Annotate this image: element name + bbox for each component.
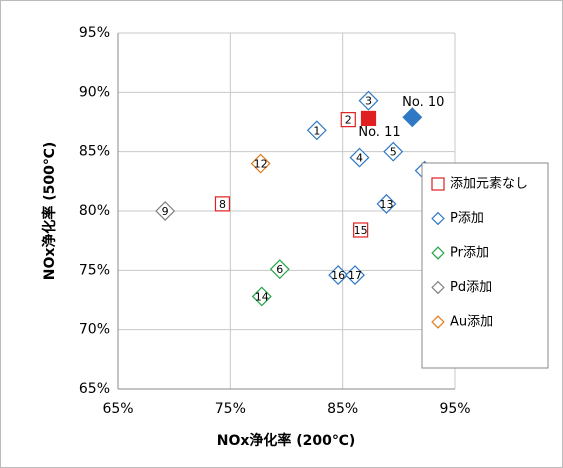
legend-box (421, 162, 549, 369)
marker (345, 265, 365, 286)
marker (306, 120, 327, 141)
legend-marker (431, 280, 445, 295)
legend-label: 添加元素なし (450, 177, 528, 192)
point-label: 13 (379, 198, 393, 211)
marker (383, 141, 404, 162)
marker (269, 259, 290, 280)
x-tick-label: 85% (327, 401, 358, 417)
legend-label: Au添加 (450, 315, 493, 330)
marker (360, 110, 377, 127)
legend-marker (431, 246, 445, 260)
legend-label: Pr添加 (450, 246, 489, 261)
x-tick-label: 65% (102, 401, 133, 417)
y-tick-label: 80% (79, 203, 110, 219)
point-label: 4 (356, 152, 363, 165)
x-tick-label: 75% (215, 401, 246, 417)
marker (250, 153, 271, 174)
point-label: 5 (390, 146, 397, 159)
point-label: 6 (276, 263, 283, 276)
marker (340, 112, 356, 128)
marker (358, 90, 379, 111)
legend-label: P添加 (450, 211, 484, 226)
marker (353, 222, 369, 238)
point-label: 9 (162, 205, 169, 218)
marker (155, 201, 176, 221)
point-label: 15 (354, 224, 368, 237)
marker (402, 107, 423, 128)
point-label: No. 11 (358, 125, 400, 140)
marker (376, 193, 397, 214)
y-tick-label: 95% (79, 25, 110, 41)
point-label: 14 (255, 290, 269, 303)
point-label: 8 (219, 198, 226, 211)
point-label: 16 (331, 269, 345, 282)
y-tick-label: 70% (79, 322, 110, 338)
point-label: No. 10 (402, 95, 444, 110)
y-tick-label: 85% (79, 144, 110, 160)
marker (214, 196, 231, 212)
y-axis-label: NOx浄化率 (500℃) (41, 142, 58, 281)
legend-marker (431, 315, 445, 329)
y-tick-label: 65% (79, 381, 110, 397)
marker (328, 265, 349, 286)
legend-label: Pd添加 (450, 280, 492, 295)
marker (349, 147, 370, 168)
legend-marker (431, 177, 445, 191)
point-label: 1 (313, 124, 320, 137)
x-axis-label: NOx浄化率 (200℃) (217, 432, 356, 449)
legend-marker (431, 211, 445, 226)
marker (251, 286, 272, 307)
point-label: 3 (365, 95, 372, 108)
point-label: 2 (345, 114, 352, 127)
y-tick-label: 90% (79, 84, 110, 100)
point-label: 12 (254, 158, 268, 171)
point-label: 17 (348, 269, 362, 282)
x-tick-label: 95% (439, 401, 470, 417)
y-tick-label: 75% (79, 262, 110, 278)
